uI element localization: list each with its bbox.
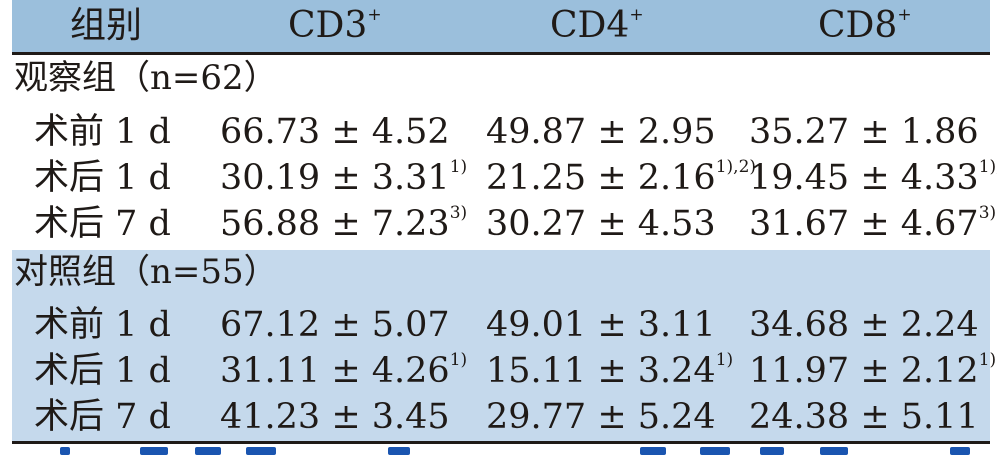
header-cd3: CD3+	[288, 5, 382, 46]
cd3-value: 56.88 ± 7.23	[220, 204, 450, 244]
group-label: 观察组（n=62）	[14, 58, 278, 98]
header-cd8-sup: +	[897, 5, 912, 25]
cd3-cell: 31.11 ± 4.261)	[220, 351, 467, 391]
cd4-value: 30.27 ± 4.53	[486, 204, 716, 244]
cd8-value: 31.67 ± 4.67	[749, 204, 979, 244]
cd3-value: 41.23 ± 3.45	[220, 397, 450, 437]
time-cell: 术后 7 d	[34, 204, 171, 244]
cd4-value: 49.01 ± 3.11	[486, 305, 716, 345]
time-cell: 术后 1 d	[34, 351, 171, 391]
cd8-cell: 19.45 ± 4.331), 2)	[749, 158, 997, 198]
cd8-cell: 24.38 ± 5.11	[749, 400, 979, 435]
cd8-note: 3)	[978, 203, 997, 223]
time-cell: 术后 1 d	[34, 158, 171, 198]
cd3-cell: 66.73 ± 4.52	[220, 115, 450, 150]
table-header-row: 组别 CD3+ CD4+ CD8+	[12, 0, 990, 55]
cd8-value: 11.97 ± 2.12	[749, 351, 979, 391]
cd4-cell: 49.01 ± 3.11	[486, 308, 716, 343]
bottom-rule	[12, 441, 990, 444]
cd4-cell: 15.11 ± 3.241)	[486, 351, 733, 391]
header-cd4: CD4+	[550, 5, 644, 46]
cd3-cell: 56.88 ± 7.233)	[220, 204, 467, 244]
header-cd4-label: CD4	[550, 5, 630, 46]
control-group-band	[12, 250, 990, 443]
group-label: 对照组（n=55）	[14, 252, 278, 292]
cd8-value: 35.27 ± 1.86	[749, 112, 979, 152]
time-cell: 术后 7 d	[34, 397, 171, 437]
cd3-note: 3)	[449, 203, 468, 223]
header-cd8-label: CD8	[818, 5, 898, 46]
cd3-value: 66.73 ± 4.52	[220, 112, 450, 152]
cd8-cell: 11.97 ± 2.121)	[749, 351, 996, 391]
header-cd3-sup: +	[367, 5, 382, 25]
cd3-value: 30.19 ± 3.31	[220, 158, 450, 198]
cd8-cell: 31.67 ± 4.673)	[749, 204, 996, 244]
cd8-value: 19.45 ± 4.33	[749, 158, 979, 198]
cd3-note: 1)	[449, 157, 468, 177]
cd8-value: 24.38 ± 5.11	[749, 397, 979, 437]
cropped-next-line	[0, 446, 997, 455]
cd8-note: 1)	[978, 350, 997, 370]
header-cd4-sup: +	[629, 5, 644, 25]
header-group: 组别	[70, 5, 143, 46]
cd4-cell: 29.77 ± 5.24	[486, 400, 716, 435]
cd8-note: 1), 2)	[978, 157, 997, 177]
cd8-cell: 34.68 ± 2.24	[749, 308, 979, 343]
header-cd3-label: CD3	[288, 5, 368, 46]
cd4-note: 1)	[715, 350, 734, 370]
cd4-cell: 49.87 ± 2.95	[486, 115, 716, 150]
cd3-value: 31.11 ± 4.26	[220, 351, 450, 391]
time-cell: 术前 1 d	[34, 305, 171, 345]
cd3-note: 1)	[449, 350, 468, 370]
cd8-value: 34.68 ± 2.24	[749, 305, 979, 345]
cd4-value: 49.87 ± 2.95	[486, 112, 716, 152]
cd3-cell: 41.23 ± 3.45	[220, 400, 450, 435]
cd3-cell: 67.12 ± 5.07	[220, 308, 450, 343]
time-cell: 术前 1 d	[34, 112, 171, 152]
cd4-value: 29.77 ± 5.24	[486, 397, 716, 437]
cd4-note: 1),2)	[715, 157, 757, 177]
cd4-value: 21.25 ± 2.16	[486, 158, 716, 198]
cd4-cell: 30.27 ± 4.53	[486, 207, 716, 242]
cd4-cell: 21.25 ± 2.161),2)	[486, 158, 756, 198]
header-cd8: CD8+	[818, 5, 912, 46]
cd3-value: 67.12 ± 5.07	[220, 305, 450, 345]
cd3-cell: 30.19 ± 3.311)	[220, 158, 467, 198]
cd4-value: 15.11 ± 3.24	[486, 351, 716, 391]
cd8-cell: 35.27 ± 1.86	[749, 115, 979, 150]
